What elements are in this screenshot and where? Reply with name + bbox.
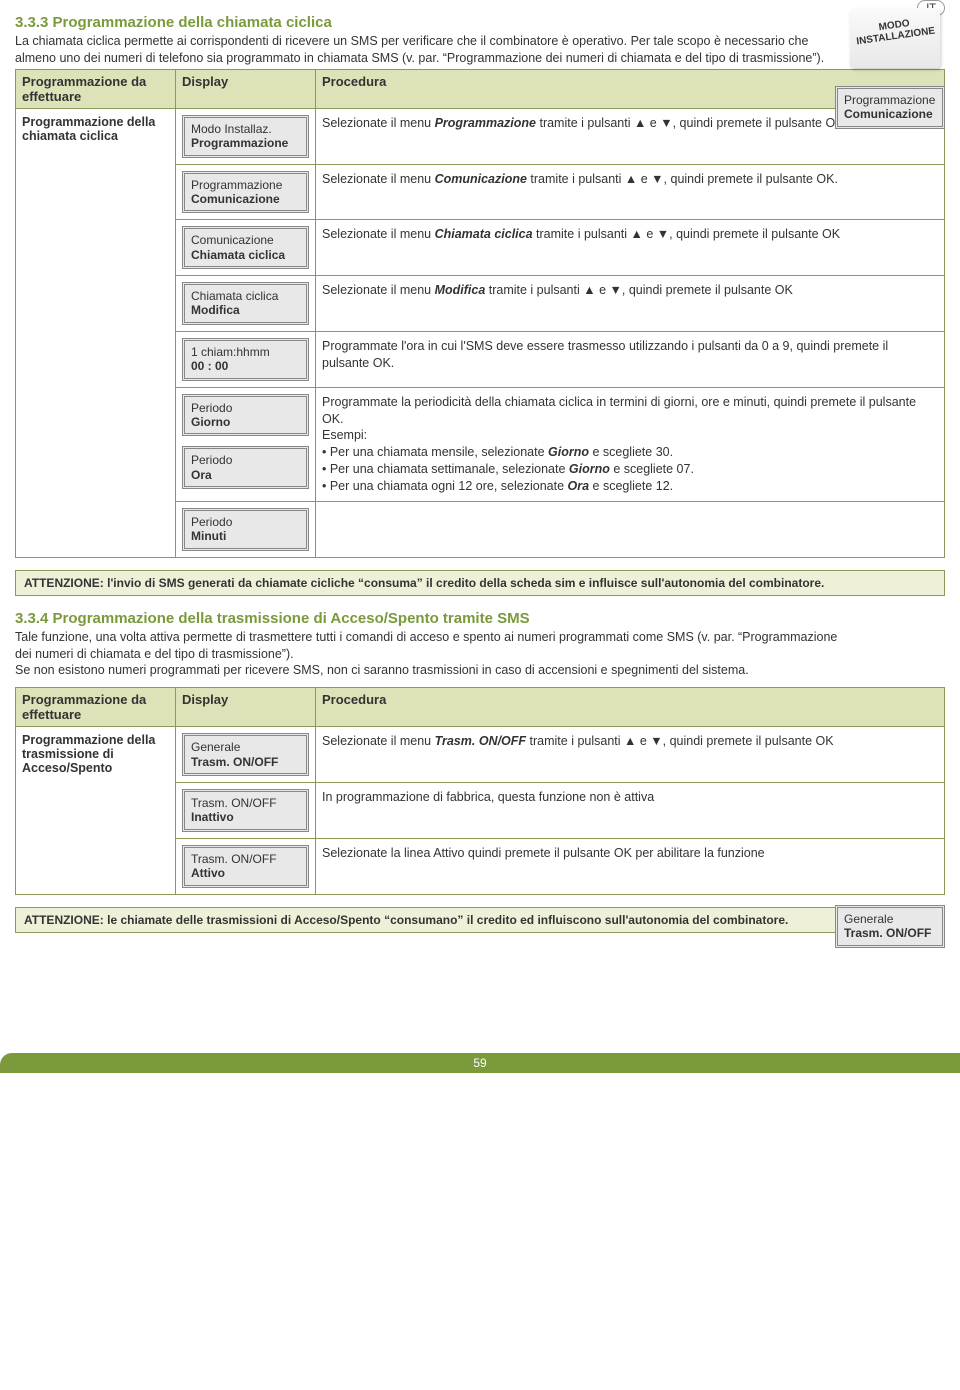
section2-intro: Tale funzione, una volta attiva permette…: [15, 629, 845, 680]
header-task: Programmazione da effettuare: [16, 69, 176, 108]
procedure-cell: Selezionate la linea Attivo quindi preme…: [316, 838, 945, 894]
display-cell: Trasm. ON/OFF Inattivo: [176, 783, 316, 839]
display-cell: Programmazione Comunicazione: [176, 164, 316, 220]
procedure-text: Programmate la periodicità della chiamat…: [322, 394, 938, 495]
display-line2: Giorno: [191, 415, 230, 429]
task-cell: Programmazione della trasmissione di Acc…: [16, 727, 176, 894]
procedure-text: Selezionate la linea Attivo quindi preme…: [322, 845, 938, 862]
display-box: Periodo Giorno: [182, 394, 309, 437]
display-line1: Trasm. ON/OFF: [191, 796, 277, 810]
display-cell: Periodo Giorno Periodo Ora: [176, 387, 316, 501]
display-line1: Periodo: [191, 453, 232, 467]
procedure-cell: Programmate l'ora in cui l'SMS deve esse…: [316, 331, 945, 387]
display-box: Trasm. ON/OFF Attivo: [182, 845, 309, 888]
modo-badge: MODO INSTALLAZIONE: [850, 8, 940, 68]
section1-title: 3.3.3 Programmazione della chiamata cicl…: [15, 14, 945, 31]
fd1-line2: Comunicazione: [844, 107, 933, 121]
procedure-cell: Selezionate il menu Comunicazione tramit…: [316, 164, 945, 220]
procedure-text: Programmate l'ora in cui l'SMS deve esse…: [322, 338, 938, 372]
procedure-text: Selezionate il menu Comunicazione tramit…: [322, 171, 938, 188]
fd1-line1: Programmazione: [844, 93, 935, 107]
section2-table: Programmazione da effettuare Display Pro…: [15, 687, 945, 894]
display-cell: 1 chiam:hhmm 00 : 00: [176, 331, 316, 387]
warning-text: ATTENZIONE: l'invio di SMS generati da c…: [24, 576, 824, 590]
page-footer: 59: [0, 1053, 960, 1073]
task-label: Programmazione della trasmissione di Acc…: [22, 733, 155, 775]
display-line2: 00 : 00: [191, 359, 228, 373]
section1-table: Programmazione da effettuare Display Pro…: [15, 69, 945, 558]
section2-floating-display: Generale Trasm. ON/OFF: [835, 905, 945, 948]
table-row: Programmazione della trasmissione di Acc…: [16, 727, 945, 783]
display-box: Chiamata ciclica Modifica: [182, 282, 309, 325]
display-line1: Periodo: [191, 401, 232, 415]
section1-floating-display: Programmazione Comunicazione: [835, 86, 945, 129]
display-box: Comunicazione Chiamata ciclica: [182, 226, 309, 269]
header-task: Programmazione da effettuare: [16, 688, 176, 727]
display-cell: Comunicazione Chiamata ciclica: [176, 220, 316, 276]
display-line1: 1 chiam:hhmm: [191, 345, 270, 359]
display-line2: Chiamata ciclica: [191, 248, 285, 262]
display-box: Generale Trasm. ON/OFF: [182, 733, 309, 776]
procedure-text: Selezionate il menu Chiamata ciclica tra…: [322, 226, 938, 243]
procedure-cell: [316, 501, 945, 557]
display-cell: Trasm. ON/OFF Attivo: [176, 838, 316, 894]
section1-warning: ATTENZIONE: l'invio di SMS generati da c…: [15, 570, 945, 596]
procedure-cell: Selezionate il menu Chiamata ciclica tra…: [316, 220, 945, 276]
table-header-row: Programmazione da effettuare Display Pro…: [16, 69, 945, 108]
section2-warning: ATTENZIONE: le chiamate delle trasmissio…: [15, 907, 945, 933]
display-line2: Modifica: [191, 303, 240, 317]
procedure-text: Selezionate il menu Modifica tramite i p…: [322, 282, 938, 299]
display-line2: Minuti: [191, 529, 226, 543]
display-line2: Ora: [191, 468, 212, 482]
display-line1: Periodo: [191, 515, 232, 529]
display-box: Modo Installaz. Programmazione: [182, 115, 309, 158]
display-box: Periodo Minuti: [182, 508, 309, 551]
display-line1: Trasm. ON/OFF: [191, 852, 277, 866]
section1-intro: La chiamata ciclica permette ai corrispo…: [15, 33, 845, 67]
display-line2: Programmazione: [191, 136, 288, 150]
task-label: Programmazione della chiamata ciclica: [22, 115, 155, 143]
display-line1: Programmazione: [191, 178, 282, 192]
procedure-cell: In programmazione di fabbrica, questa fu…: [316, 783, 945, 839]
display-cell: Modo Installaz. Programmazione: [176, 108, 316, 164]
header-procedure: Procedura: [316, 688, 945, 727]
modo-badge-text: MODO INSTALLAZIONE: [849, 14, 941, 48]
procedure-cell: Selezionate il menu Modifica tramite i p…: [316, 276, 945, 332]
procedure-cell: Selezionate il menu Trasm. ON/OFF tramit…: [316, 727, 945, 783]
table-header-row: Programmazione da effettuare Display Pro…: [16, 688, 945, 727]
display-box: Trasm. ON/OFF Inattivo: [182, 789, 309, 832]
display-line2: Comunicazione: [191, 192, 280, 206]
display-line2: Trasm. ON/OFF: [191, 755, 278, 769]
display-cell: Periodo Minuti: [176, 501, 316, 557]
procedure-text: In programmazione di fabbrica, questa fu…: [322, 789, 938, 806]
display-line1: Chiamata ciclica: [191, 289, 278, 303]
display-line1: Comunicazione: [191, 233, 274, 247]
task-cell: Programmazione della chiamata ciclica: [16, 108, 176, 557]
header-display: Display: [176, 69, 316, 108]
header-display: Display: [176, 688, 316, 727]
procedure-text: Selezionate il menu Trasm. ON/OFF tramit…: [322, 733, 938, 750]
section2-title: 3.3.4 Programmazione della trasmissione …: [15, 610, 945, 627]
display-line2: Inattivo: [191, 810, 234, 824]
display-cell: Chiamata ciclica Modifica: [176, 276, 316, 332]
fd2-line2: Trasm. ON/OFF: [844, 926, 931, 940]
table-row: Programmazione della chiamata ciclica Mo…: [16, 108, 945, 164]
display-line1: Modo Installaz.: [191, 122, 272, 136]
display-cell: Generale Trasm. ON/OFF: [176, 727, 316, 783]
display-box: 1 chiam:hhmm 00 : 00: [182, 338, 309, 381]
procedure-cell: Programmate la periodicità della chiamat…: [316, 387, 945, 501]
display-line1: Generale: [191, 740, 240, 754]
warning-text: ATTENZIONE: le chiamate delle trasmissio…: [24, 913, 788, 927]
fd2-line1: Generale: [844, 912, 893, 926]
display-box: Periodo Ora: [182, 446, 309, 489]
display-box: Programmazione Comunicazione: [182, 171, 309, 214]
display-line2: Attivo: [191, 866, 225, 880]
